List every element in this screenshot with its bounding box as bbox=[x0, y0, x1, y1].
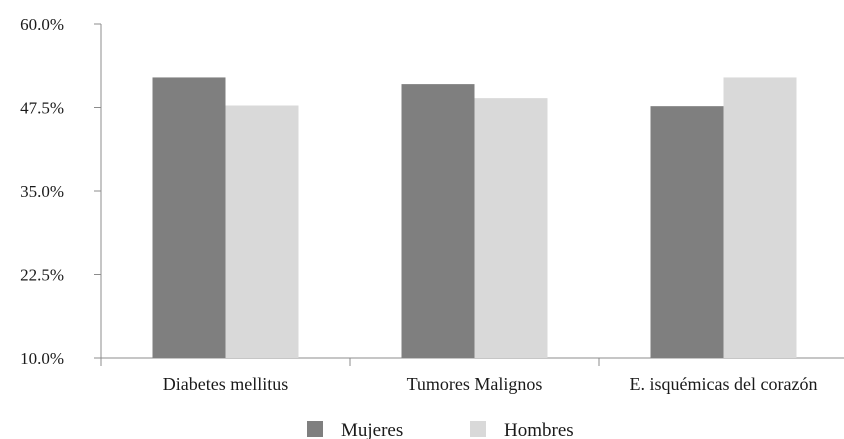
y-tick-label: 60.0% bbox=[20, 15, 64, 34]
x-category-label: E. isquémicas del corazón bbox=[630, 374, 818, 394]
legend-label-hombres: Hombres bbox=[504, 420, 574, 439]
y-tick-label: 22.5% bbox=[20, 266, 64, 285]
y-tick-label: 47.5% bbox=[20, 99, 64, 118]
bar-hombres-2 bbox=[723, 77, 797, 358]
bar-mujeres-1 bbox=[401, 84, 475, 359]
legend-swatch-hombres bbox=[470, 421, 486, 437]
y-tick-label: 35.0% bbox=[20, 182, 64, 201]
bar-mujeres-0 bbox=[152, 77, 226, 358]
chart-legend: Mujeres Hombres bbox=[307, 420, 574, 439]
chart-bars bbox=[152, 77, 797, 359]
bar-hombres-0 bbox=[225, 105, 299, 358]
x-category-label: Tumores Malignos bbox=[407, 374, 543, 394]
legend-swatch-mujeres bbox=[307, 421, 323, 437]
y-axis-ticks: 10.0% 22.5% 35.0% 47.5% 60.0% bbox=[20, 15, 101, 368]
bar-mujeres-2 bbox=[650, 106, 724, 358]
bar-hombres-1 bbox=[474, 98, 548, 358]
x-axis-labels: Diabetes mellitus Tumores Malignos E. isqu… bbox=[163, 374, 818, 394]
legend-label-mujeres: Mujeres bbox=[341, 420, 403, 439]
y-tick-label: 10.0% bbox=[20, 349, 64, 368]
x-category-label: Diabetes mellitus bbox=[163, 374, 288, 394]
